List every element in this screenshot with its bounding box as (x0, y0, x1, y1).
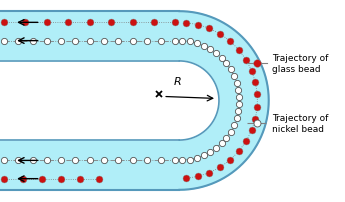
Text: R: R (174, 77, 181, 87)
Polygon shape (0, 62, 219, 140)
Text: Trajectory of
glass bead: Trajectory of glass bead (272, 54, 328, 73)
Text: Trajectory of
nickel bead: Trajectory of nickel bead (272, 114, 328, 133)
Polygon shape (0, 12, 269, 190)
